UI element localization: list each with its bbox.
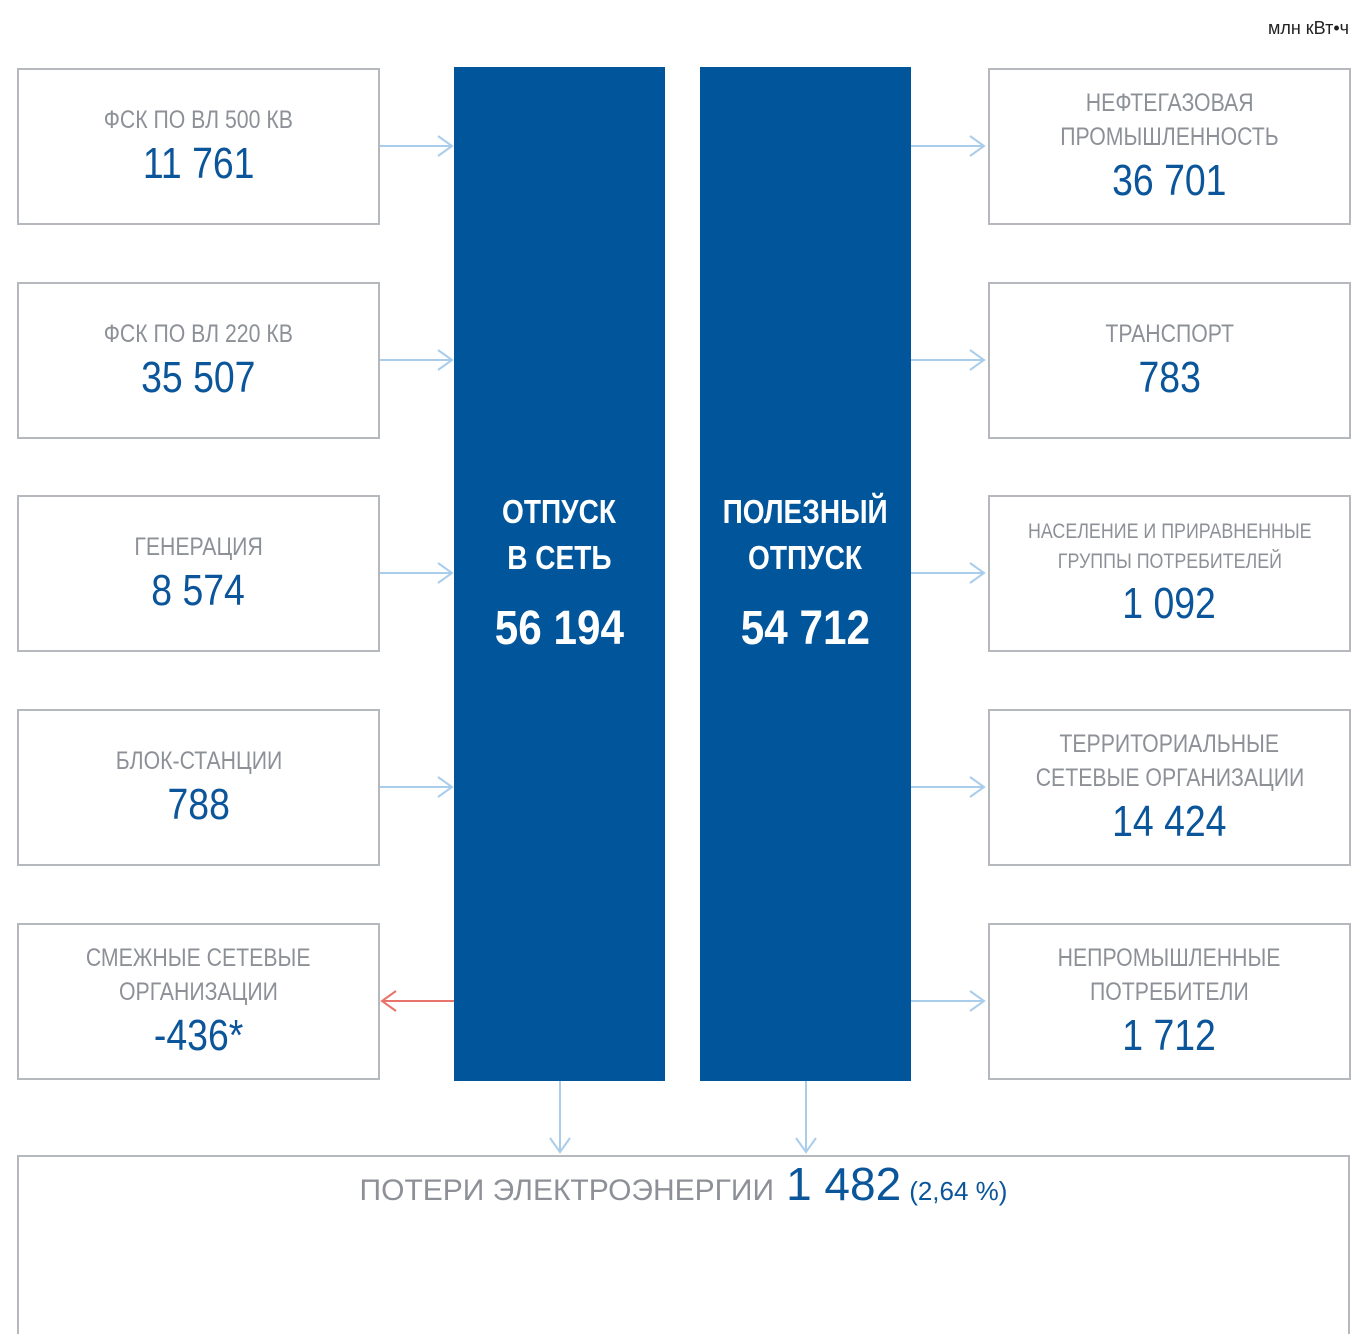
consumer-box: НАСЕЛЕНИЕ И ПРИРАВНЕННЫЕ ГРУППЫ ПОТРЕБИТЕ… <box>988 495 1351 652</box>
box-value: 11 761 <box>142 138 255 188</box>
box-label: ТРАНСПОРТ <box>1105 319 1234 348</box>
box-label: ТЕРРИТОРИАЛЬНЫЕ <box>1059 729 1280 758</box>
arrow <box>380 562 454 584</box>
arrow <box>549 1081 571 1154</box>
source-box: БЛОК-СТАНЦИИ 788 <box>17 709 380 866</box>
losses-label: ПОТЕРИ ЭЛЕКТРОЭНЕРГИИ <box>359 1174 775 1207</box>
box-label: СМЕЖНЫЕ СЕТЕВЫЕ <box>86 943 311 972</box>
box-value: 1 092 <box>1122 578 1217 628</box>
box-value: 36 701 <box>1112 155 1227 205</box>
arrow <box>911 562 986 584</box>
source-box: ФСК ПО ВЛ 220 КВ 35 507 <box>17 282 380 439</box>
box-label: НЕФТЕГАЗОВАЯ <box>1085 88 1254 117</box>
source-box: ГЕНЕРАЦИЯ 8 574 <box>17 495 380 652</box>
box-label: БЛОК-СТАНЦИИ <box>115 746 282 775</box>
box-value: 788 <box>167 779 230 829</box>
box-label: СЕТЕВЫЕ ОРГАНИЗАЦИИ <box>1035 763 1304 792</box>
losses-box: ПОТЕРИ ЭЛЕКТРОЭНЕРГИИ 1 482 (2,64 %) <box>17 1155 1350 1334</box>
arrow <box>380 776 454 798</box>
box-label: НАСЕЛЕНИЕ И ПРИРАВНЕННЫЕ <box>1027 519 1312 543</box>
column-value: 54 712 <box>740 602 871 655</box>
consumer-box: ТРАНСПОРТ 783 <box>988 282 1351 439</box>
consumer-box: НЕФТЕГАЗОВАЯ ПРОМЫШЛЕННОСТЬ 36 701 <box>988 68 1351 225</box>
arrow <box>911 990 986 1012</box>
unit: млн кВт•ч <box>1267 18 1349 38</box>
column-label: В СЕТЬ <box>507 539 612 576</box>
box-value: 14 424 <box>1112 796 1227 846</box>
consumer-box: ТЕРРИТОРИАЛЬНЫЕ СЕТЕВЫЕ ОРГАНИЗАЦИИ 14 424 <box>988 709 1351 866</box>
box-value: 35 507 <box>141 352 256 402</box>
arrow <box>911 776 986 798</box>
box-label: ГЕНЕРАЦИЯ <box>134 532 263 561</box>
losses-value: 1 482 <box>786 1158 902 1210</box>
source-box: СМЕЖНЫЕ СЕТЕВЫЕ ОРГАНИЗАЦИИ -436* <box>17 923 380 1080</box>
box-label: ГРУППЫ ПОТРЕБИТЕЛЕЙ <box>1057 549 1282 573</box>
arrow <box>380 349 454 371</box>
box-value: 8 574 <box>151 565 246 615</box>
column-label: ОТПУСК <box>502 493 617 530</box>
box-label: НЕПРОМЫШЛЕННЫЕ <box>1058 943 1281 972</box>
box-value: -436* <box>153 1010 244 1060</box>
box-value: 1 712 <box>1122 1010 1217 1060</box>
column-label: ПОЛЕЗНЫЙ <box>722 493 889 530</box>
box-value: 783 <box>1138 352 1201 402</box>
arrow <box>911 349 986 371</box>
column-value: 56 194 <box>494 602 625 655</box>
arrow <box>380 135 454 157</box>
box-label: ПОТРЕБИТЕЛИ <box>1090 977 1249 1006</box>
column: ПОЛЕЗНЫЙ ОТПУСК 54 712 <box>700 67 911 1081</box>
consumer-box: НЕПРОМЫШЛЕННЫЕ ПОТРЕБИТЕЛИ 1 712 <box>988 923 1351 1080</box>
box-label: ФСК ПО ВЛ 220 КВ <box>103 319 294 348</box>
arrow <box>911 135 986 157</box>
box-label: ОРГАНИЗАЦИИ <box>119 977 278 1006</box>
source-box: ФСК ПО ВЛ 500 КВ 11 761 <box>17 68 380 225</box>
arrow <box>795 1081 817 1154</box>
arrow <box>380 990 454 1012</box>
column-label: ОТПУСК <box>748 539 863 576</box>
box-label: ПРОМЫШЛЕННОСТЬ <box>1060 122 1279 151</box>
box-label: ФСК ПО ВЛ 500 КВ <box>103 105 294 134</box>
column: ОТПУСК В СЕТЬ 56 194 <box>454 67 665 1081</box>
losses-share: (2,64 %) <box>909 1176 1008 1206</box>
